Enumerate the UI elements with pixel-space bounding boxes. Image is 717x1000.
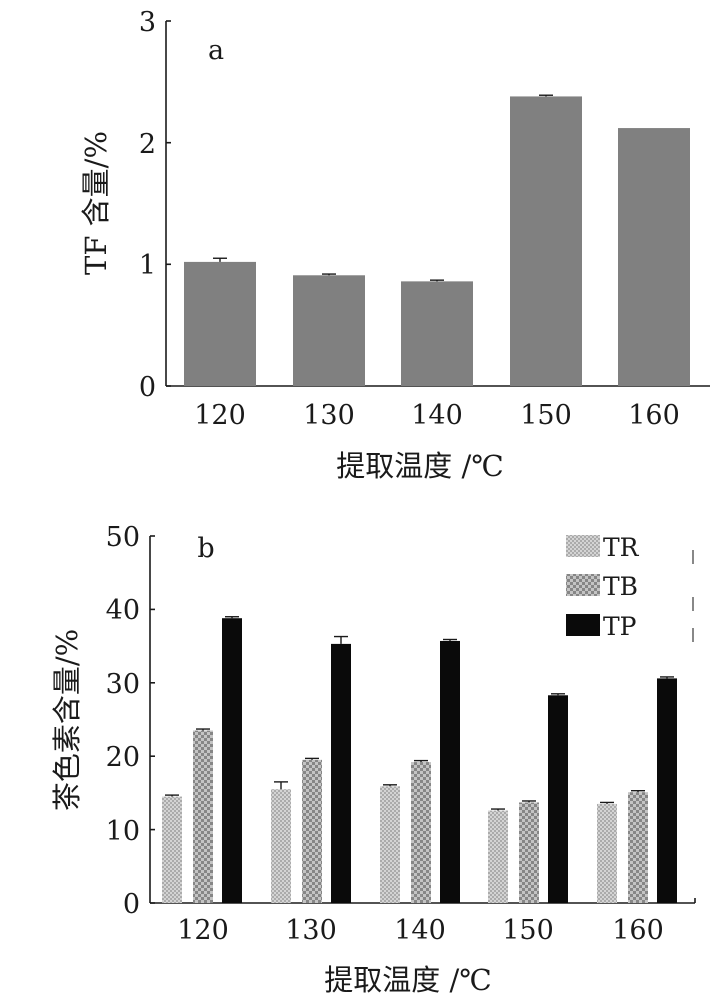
bar-tp-120 [222,618,242,903]
x-tick-label: 130 [285,915,337,946]
legend-label-tb: TB [603,572,638,601]
chart-b: 0 10 20 30 40 50 120 130 140 150 160 茶色素… [50,522,696,997]
chart-a-x-axis-title: 提取温度 /℃ [336,449,503,483]
bar-tb-120 [193,730,213,903]
legend: TR TB TP [566,533,640,641]
bar-tr-140 [380,786,400,903]
legend-swatch-tp [566,614,600,636]
legend-swatch-tb [566,574,600,596]
y-tick-label: 1 [139,250,156,281]
y-tick-label: 30 [106,669,140,700]
chart-b-bars [162,616,677,903]
legend-item-tr: TR [566,533,640,562]
legend-item-tp: TP [566,612,637,641]
chart-b-panel-label: b [197,533,214,564]
bar-tp-150 [548,695,568,903]
chart-a-y-axis: 0 1 2 3 [139,7,171,403]
chart-b-y-axis-title: 茶色素含量/% [50,629,84,811]
chart-b-y-axis: 0 10 20 30 40 50 [106,522,155,920]
x-tick-label: 120 [194,400,246,431]
bar-tb-130 [302,759,322,903]
bar-160 [618,128,690,387]
legend-item-tb: TB [566,572,638,601]
legend-label-tp: TP [603,612,637,641]
bar-tb-150 [519,802,539,903]
chart-a-y-axis-title: TF 含量/% [79,131,113,275]
y-tick-label: 50 [106,522,140,553]
x-tick-label: 150 [502,915,554,946]
bar-150 [510,96,582,386]
bar-tp-130 [331,643,351,903]
x-tick-label: 130 [303,400,355,431]
bar-130 [293,275,365,386]
y-tick-label: 0 [123,889,140,920]
bar-tr-160 [597,803,617,903]
chart-b-x-axis: 120 130 140 150 160 [150,898,696,946]
bar-140 [401,281,473,386]
x-tick-label: 120 [177,915,229,946]
chart-a: 0 1 2 3 120 130 140 150 160 TF 含量/% 提取温度… [79,7,710,483]
y-tick-label: 3 [139,7,156,38]
bar-tr-120 [162,796,182,903]
bar-tr-150 [488,810,508,903]
legend-swatch-tr [566,535,600,557]
y-tick-label: 2 [139,129,156,160]
y-tick-label: 40 [106,595,140,626]
y-tick-label: 20 [106,742,140,773]
bar-120 [184,261,256,386]
chart-a-bars [184,94,690,387]
x-tick-label: 140 [394,915,446,946]
y-tick-label: 0 [139,372,156,403]
bar-tp-140 [440,640,460,903]
x-tick-label: 160 [612,915,664,946]
x-tick-label: 140 [411,400,463,431]
chart-b-x-axis-title: 提取温度 /℃ [324,963,491,997]
chart-a-x-axis: 120 130 140 150 160 [166,385,710,431]
x-tick-label: 150 [520,400,572,431]
bar-tb-140 [411,762,431,903]
legend-label-tr: TR [603,533,640,562]
y-tick-label: 10 [106,816,140,847]
bar-tr-130 [271,789,291,903]
bar-tb-160 [628,792,648,903]
bar-tp-160 [657,678,677,903]
chart-a-panel-label: a [208,35,224,66]
x-tick-label: 160 [628,400,680,431]
